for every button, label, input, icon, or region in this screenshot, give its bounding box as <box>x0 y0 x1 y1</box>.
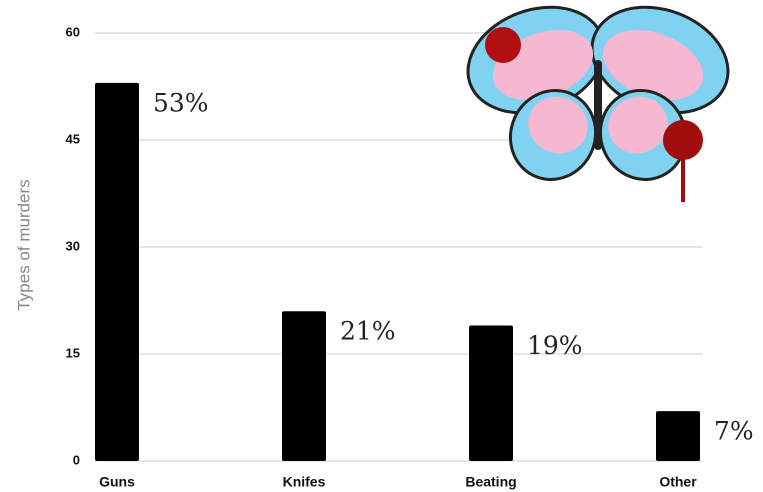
bar <box>469 325 513 461</box>
bar <box>282 311 326 461</box>
x-tick-label: Knifes <box>283 474 326 490</box>
x-tick-label: Guns <box>99 474 135 490</box>
butterfly-image <box>466 5 730 202</box>
value-label: 7% <box>714 417 754 446</box>
y-tick-label: 60 <box>66 24 80 39</box>
bar <box>95 82 139 461</box>
y-tick-label: 45 <box>66 131 80 146</box>
y-tick-label: 0 <box>73 452 80 467</box>
y-axis-label: Types of murders <box>14 179 33 310</box>
x-tick-label: Beating <box>465 474 516 490</box>
y-tick-label: 30 <box>66 238 80 253</box>
bar <box>656 411 700 461</box>
value-label: 53% <box>153 88 209 117</box>
value-label: 19% <box>527 331 583 360</box>
y-tick-label: 15 <box>66 345 80 360</box>
x-tick-label: Other <box>659 474 697 490</box>
value-label: 21% <box>340 317 396 346</box>
